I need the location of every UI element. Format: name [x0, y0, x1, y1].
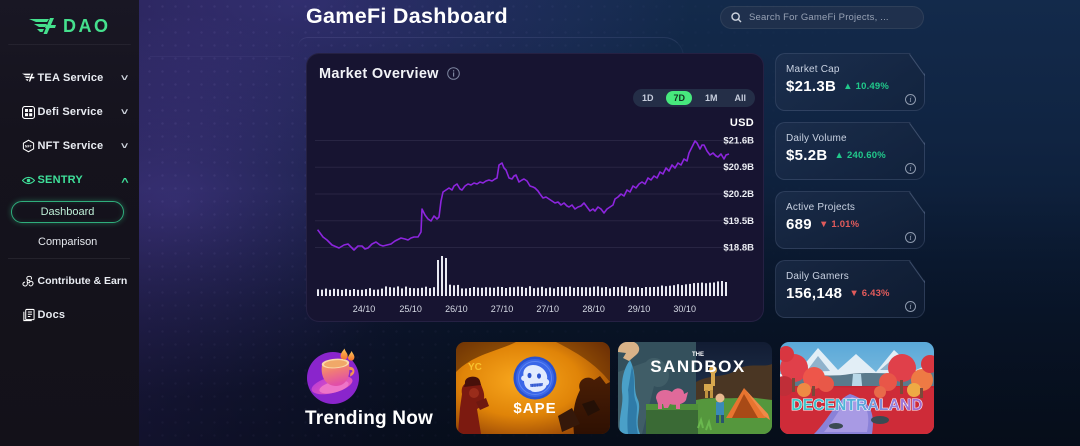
svg-text:25/10: 25/10 [399, 304, 422, 314]
svg-text:27/10: 27/10 [536, 304, 559, 314]
svg-text:$21.6B: $21.6B [723, 136, 754, 147]
svg-text:$20.9B: $20.9B [723, 162, 754, 173]
svg-text:$18.8B: $18.8B [723, 243, 754, 254]
svg-text:30/10: 30/10 [673, 304, 696, 314]
svg-text:$20.2B: $20.2B [723, 189, 754, 200]
svg-text:27/10: 27/10 [491, 304, 514, 314]
svg-text:$APE: $APE [513, 400, 556, 417]
svg-text:24/10: 24/10 [353, 304, 376, 314]
svg-text:28/10: 28/10 [582, 304, 605, 314]
svg-text:NFT: NFT [25, 145, 32, 149]
svg-text:SANDBOX: SANDBOX [650, 357, 746, 376]
svg-text:THE: THE [692, 352, 704, 358]
svg-text:26/10: 26/10 [445, 304, 468, 314]
svg-text:29/10: 29/10 [628, 304, 651, 314]
svg-text:$19.5B: $19.5B [723, 216, 754, 227]
svg-text:DECENTRALAND: DECENTRALAND [791, 397, 923, 414]
svg-text:YC: YC [468, 362, 482, 373]
